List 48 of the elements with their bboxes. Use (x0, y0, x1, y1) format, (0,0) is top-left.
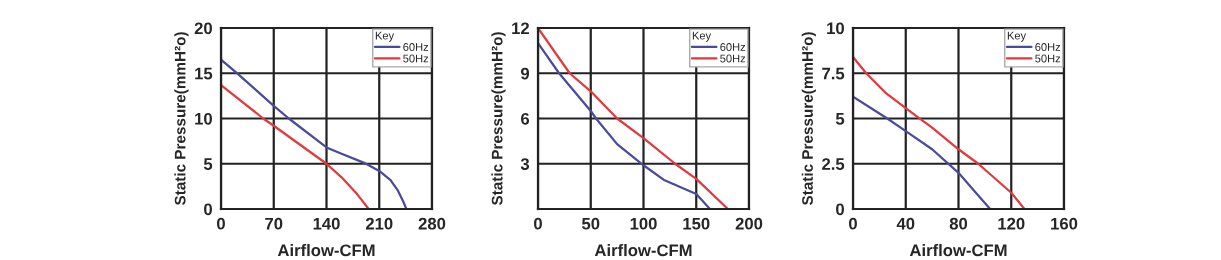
line-series (853, 95, 992, 209)
x-axis-title: Airflow-CFM (277, 243, 375, 257)
y-tick-label: 5 (203, 158, 213, 170)
x-tick-label: 140 (313, 217, 340, 230)
x-tick-label: 70 (265, 217, 283, 230)
y-axis-title: Static Pressure(mmH²o) (174, 32, 189, 206)
x-tick-label: 160 (1051, 217, 1078, 230)
x-tick-label: 150 (683, 217, 710, 230)
y-tick-label: 3 (520, 158, 530, 170)
x-tick-label: 120 (998, 217, 1025, 230)
legend-title: Key (692, 31, 712, 42)
x-tick-label: 210 (365, 217, 393, 230)
y-tick-label: 2.5 (822, 158, 845, 170)
legend-label: 60Hz (720, 43, 746, 51)
y-tick-label: 10 (195, 112, 212, 125)
line-series (221, 83, 370, 209)
x-tick-label: 100 (630, 217, 657, 230)
y-tick-label: 0 (836, 203, 844, 216)
y-tick-label: 9 (520, 67, 530, 80)
x-tick-label: 0 (534, 217, 542, 230)
legend-label: 50Hz (403, 54, 429, 63)
x-tick-label: 40 (896, 217, 915, 230)
x-axis-title: Airflow-CFM (594, 243, 692, 257)
legend-label: 60Hz (403, 43, 429, 51)
y-tick-label: 10 (827, 22, 844, 35)
legend-label: 50Hz (720, 54, 746, 63)
x-tick-label: 280 (418, 217, 446, 230)
legend-label: 60Hz (1035, 43, 1061, 51)
legend-title: Key (375, 31, 395, 42)
x-tick-label: 0 (217, 217, 225, 230)
y-tick-label: 15 (195, 67, 213, 80)
x-tick-label: 0 (849, 217, 857, 230)
y-tick-label: 7.5 (822, 67, 845, 80)
line-series (538, 41, 712, 209)
x-tick-label: 200 (735, 217, 763, 230)
x-axis-title: Airflow-CFM (909, 243, 1007, 257)
y-tick-label: 6 (521, 112, 530, 125)
legend-label: 50Hz (1035, 54, 1061, 63)
y-tick-label: 0 (204, 203, 212, 216)
x-tick-label: 50 (581, 217, 600, 230)
y-axis-title: Static Pressure(mmH²o) (491, 32, 506, 206)
y-axis-title: Static Pressure(mmH²o) (801, 32, 816, 206)
y-tick-label: 12 (512, 22, 529, 35)
x-tick-label: 80 (949, 217, 968, 230)
y-tick-label: 5 (835, 113, 845, 125)
y-tick-label: 20 (194, 22, 212, 35)
line-series (853, 55, 1026, 209)
legend-title: Key (1007, 31, 1027, 42)
